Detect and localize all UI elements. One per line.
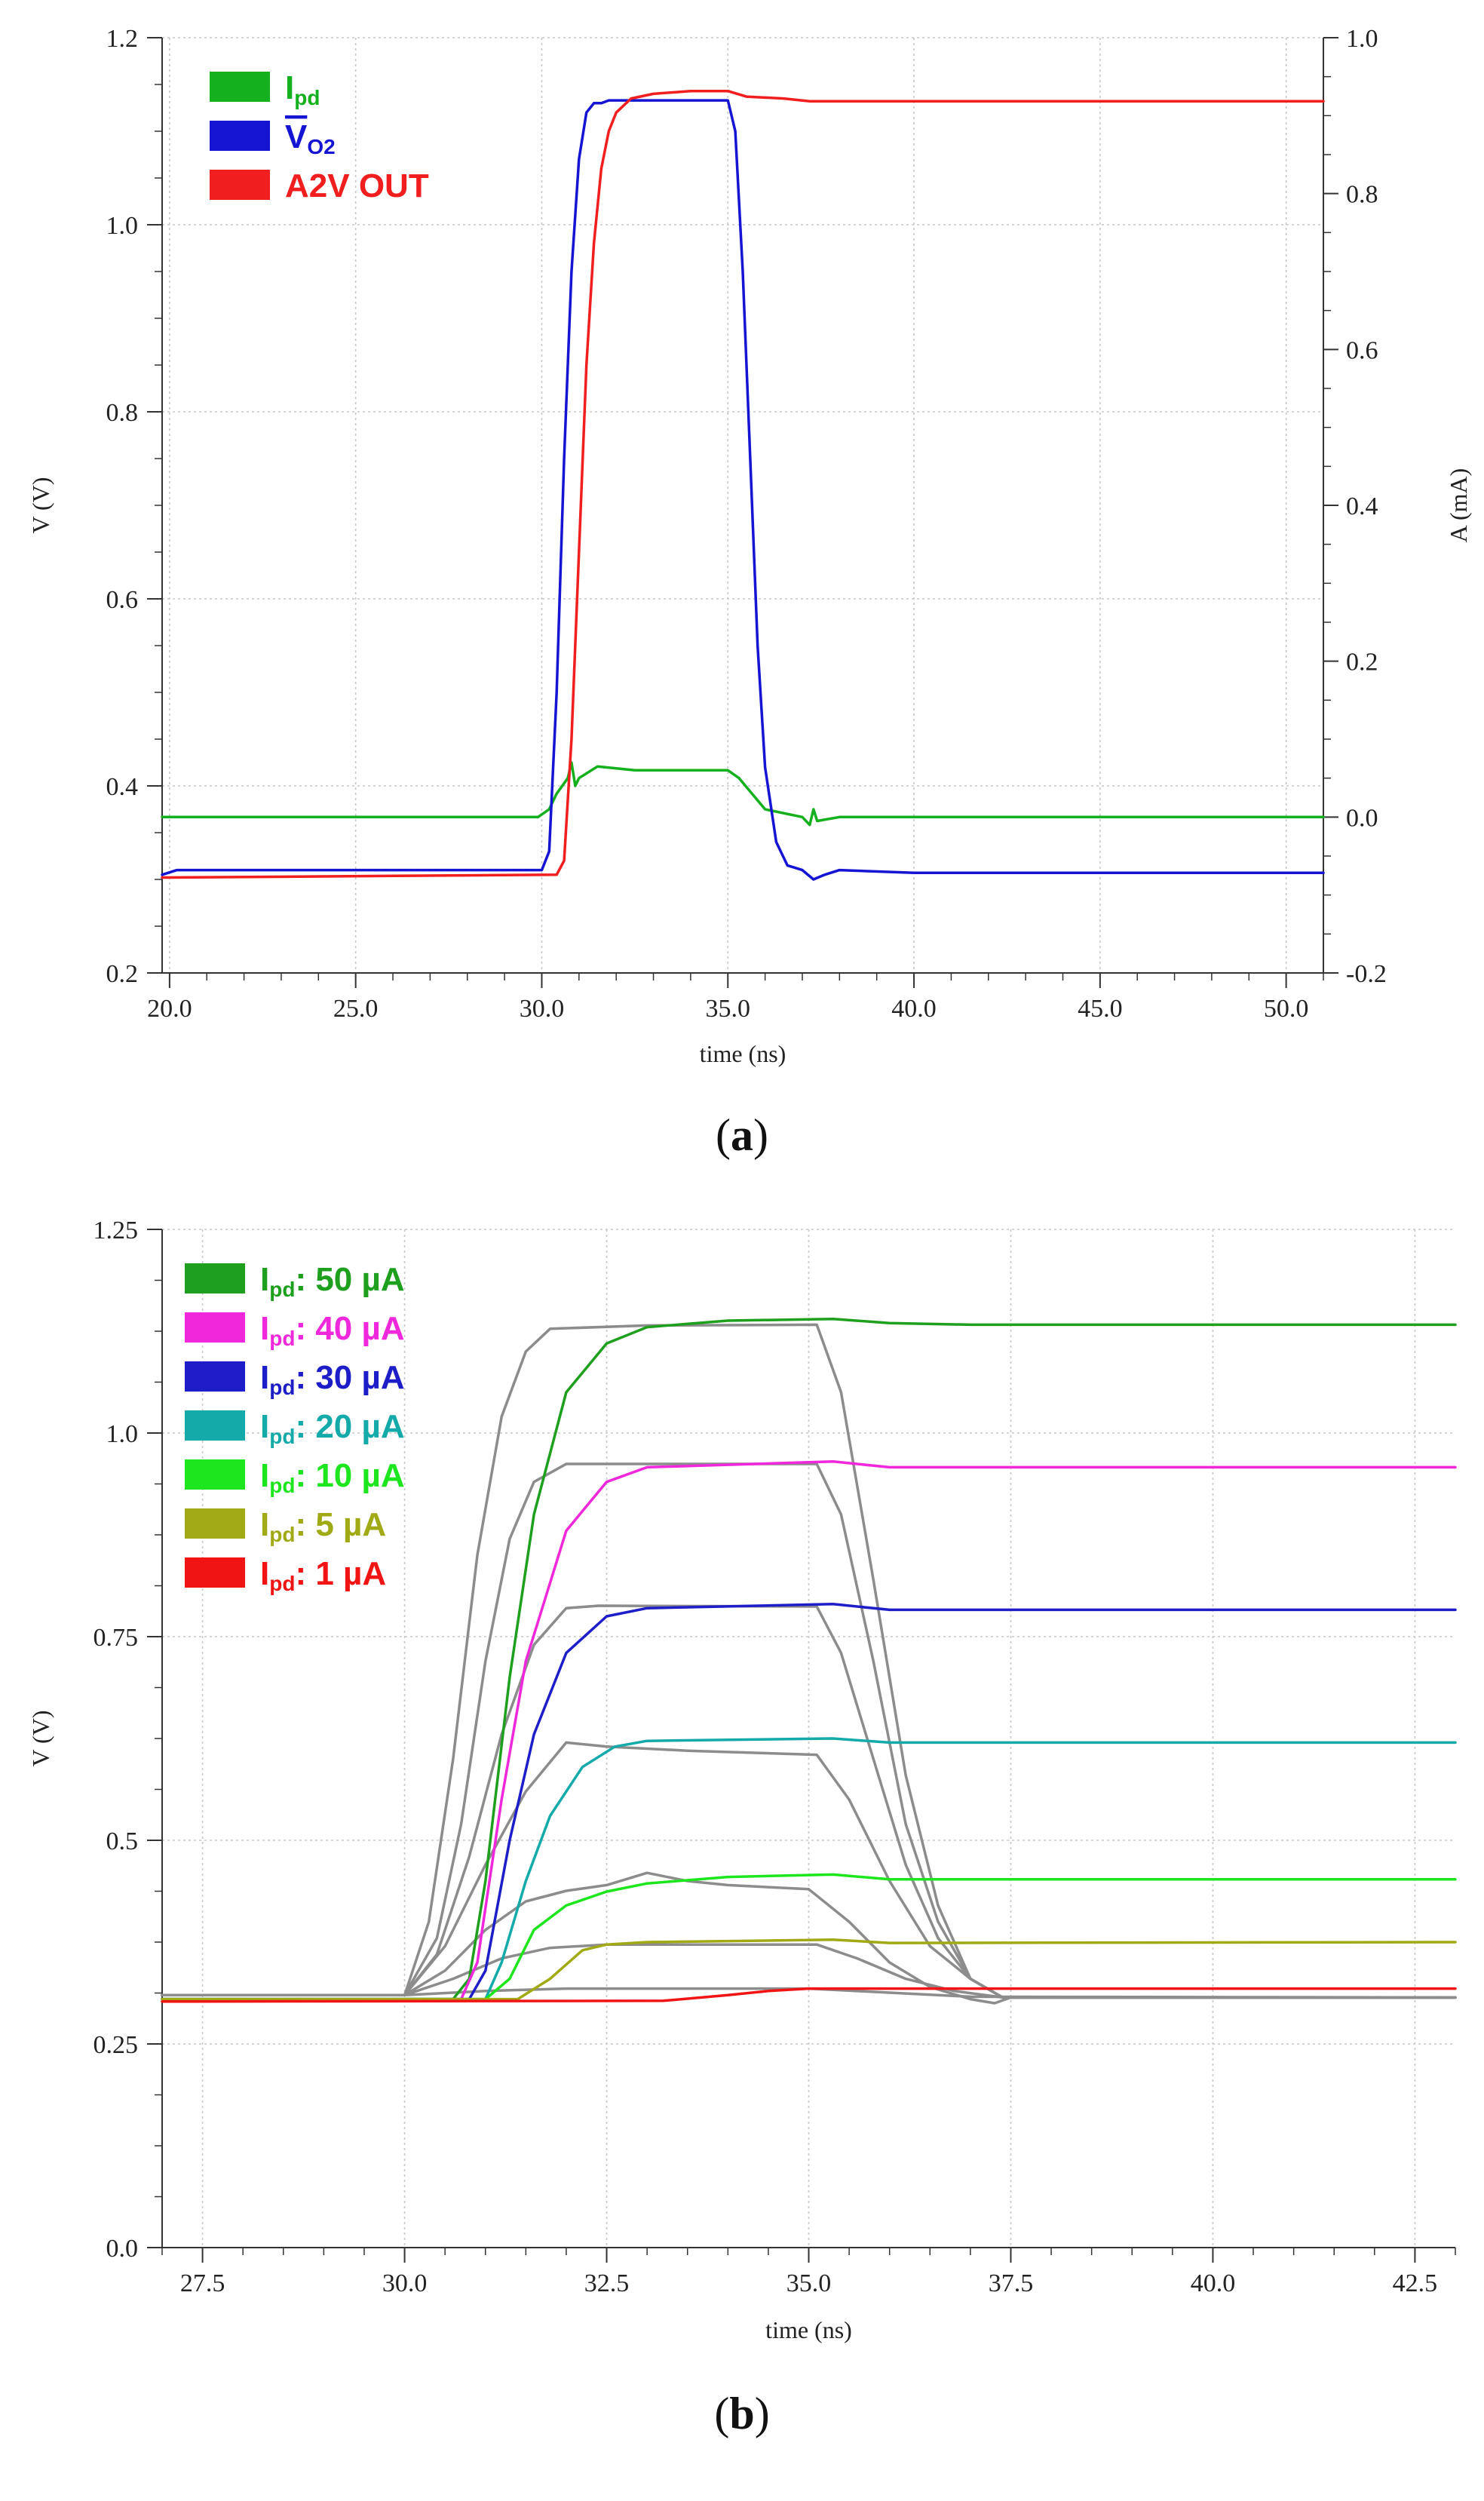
y-tick-label: 0.2: [106, 960, 139, 988]
y-tick-label: 0.75: [94, 1624, 139, 1652]
x-tick-label: 40.0: [1191, 2269, 1236, 2297]
series-line-ipd-40-a: [161, 1460, 1457, 2001]
x-tick-label: 20.0: [147, 995, 192, 1023]
panel-caption: (a): [716, 1110, 768, 1160]
y2-tick-label: 0.6: [1346, 336, 1378, 364]
legend-swatch: [185, 1508, 245, 1539]
x-tick-label: 37.5: [989, 2269, 1034, 2297]
x-tick-label: 40.0: [891, 995, 937, 1023]
y2-tick-label: 0.2: [1346, 649, 1378, 677]
y-axis-label: V (V): [27, 477, 54, 534]
x-tick-label: 45.0: [1078, 995, 1123, 1023]
y2-tick-label: -0.2: [1346, 960, 1387, 988]
legend-entry: Ipd: 30 µA: [260, 1359, 405, 1399]
x-tick-label: 35.0: [786, 2269, 832, 2297]
x-tick-label: 42.5: [1393, 2269, 1438, 2297]
x-axis-label: time (ns): [700, 1040, 786, 1067]
y-axis-label: V (V): [27, 1711, 54, 1767]
legend-entry: Ipd: [285, 69, 320, 109]
legend-entry: Ipd: 1 µA: [260, 1555, 386, 1595]
y-tick-label: 1.0: [106, 1420, 139, 1448]
series-line-ipd-50-a: [161, 1318, 1457, 2001]
panel-b: 27.5 30.0 32.5 35.0 37.5 40.0 42.5 0.0 0.25 0.5 0.…: [27, 1217, 1457, 2438]
legend-swatch: [185, 1263, 245, 1293]
legend-swatch: [185, 1557, 245, 1588]
x-tick-label: 25.0: [333, 995, 379, 1023]
legend-entry: A2V OUT: [285, 167, 429, 204]
legend-swatch: [210, 121, 270, 151]
legend-entry: Ipd: 10 µA: [260, 1457, 405, 1497]
series-line-gray-40: [161, 1462, 1457, 1999]
y-tick-label: 0.25: [94, 2031, 139, 2059]
series-line-ipd-5-a: [161, 1938, 1457, 2001]
y-tick-label: 0.5: [106, 1827, 139, 1855]
x-tick-label: 32.5: [584, 2269, 630, 2297]
y-tick-label: 1.25: [94, 1217, 139, 1244]
legend-swatch: [185, 1361, 245, 1392]
series-line-vo2-inverted: [161, 99, 1325, 881]
legend-entry: VO2: [285, 118, 336, 158]
y-tick-label: 0.6: [106, 586, 139, 614]
series-line-gray-50: [161, 1323, 1457, 1999]
series-line-ipd-10-a: [161, 1873, 1457, 2001]
y-tick-label: 0.4: [106, 773, 139, 801]
series-line-a2v-out: [161, 89, 1325, 879]
y2-tick-label: 1.0: [1346, 25, 1378, 53]
x-tick-label: 30.0: [382, 2269, 428, 2297]
series-line-ipd-1-a: [161, 1987, 1457, 2003]
y2-tick-label: 0.8: [1346, 181, 1378, 209]
x-axis-label: time (ns): [765, 2316, 852, 2343]
legend-entry: Ipd: 5 µA: [260, 1506, 386, 1546]
x-tick-label: 35.0: [706, 995, 751, 1023]
series-line-gray-10: [161, 1871, 1457, 2005]
y2-tick-label: 0.0: [1346, 804, 1378, 832]
series-line-ipd-30-a: [161, 1603, 1457, 2001]
series-line-ipd-20-a: [161, 1737, 1457, 2001]
x-tick-label: 50.0: [1264, 995, 1309, 1023]
x-tick-label: 27.5: [180, 2269, 225, 2297]
series-line-gray-1: [161, 1987, 1457, 1999]
x-tick-label: 30.0: [520, 995, 565, 1023]
series-line-gray-20: [161, 1741, 1457, 1999]
series-line-ipd: [161, 761, 1325, 827]
series-line-gray-5: [161, 1943, 1457, 1999]
legend-entry: Ipd: 50 µA: [260, 1261, 405, 1301]
y-tick-label: 1.0: [106, 212, 139, 240]
y-tick-label: 0.8: [106, 399, 139, 427]
legend-entry: Ipd: 20 µA: [260, 1408, 405, 1448]
legend-swatch: [185, 1459, 245, 1490]
legend-swatch: [185, 1312, 245, 1343]
legend-entry: Ipd: 40 µA: [260, 1310, 405, 1350]
y-tick-label: 0.0: [106, 2235, 139, 2263]
panel-a: 20.0 25.0 30.0 35.0 40.0 45.0 50.0 0.2 0.4 0.6 0.8…: [27, 25, 1472, 1160]
legend-swatch: [210, 72, 270, 102]
y2-tick-label: 0.4: [1346, 493, 1378, 520]
y2-axis-label: A (mA): [1445, 468, 1472, 543]
panel-caption: (b): [714, 2389, 769, 2438]
legend-swatch: [185, 1410, 245, 1441]
legend-swatch: [210, 170, 270, 200]
y-tick-label: 1.2: [106, 25, 139, 53]
